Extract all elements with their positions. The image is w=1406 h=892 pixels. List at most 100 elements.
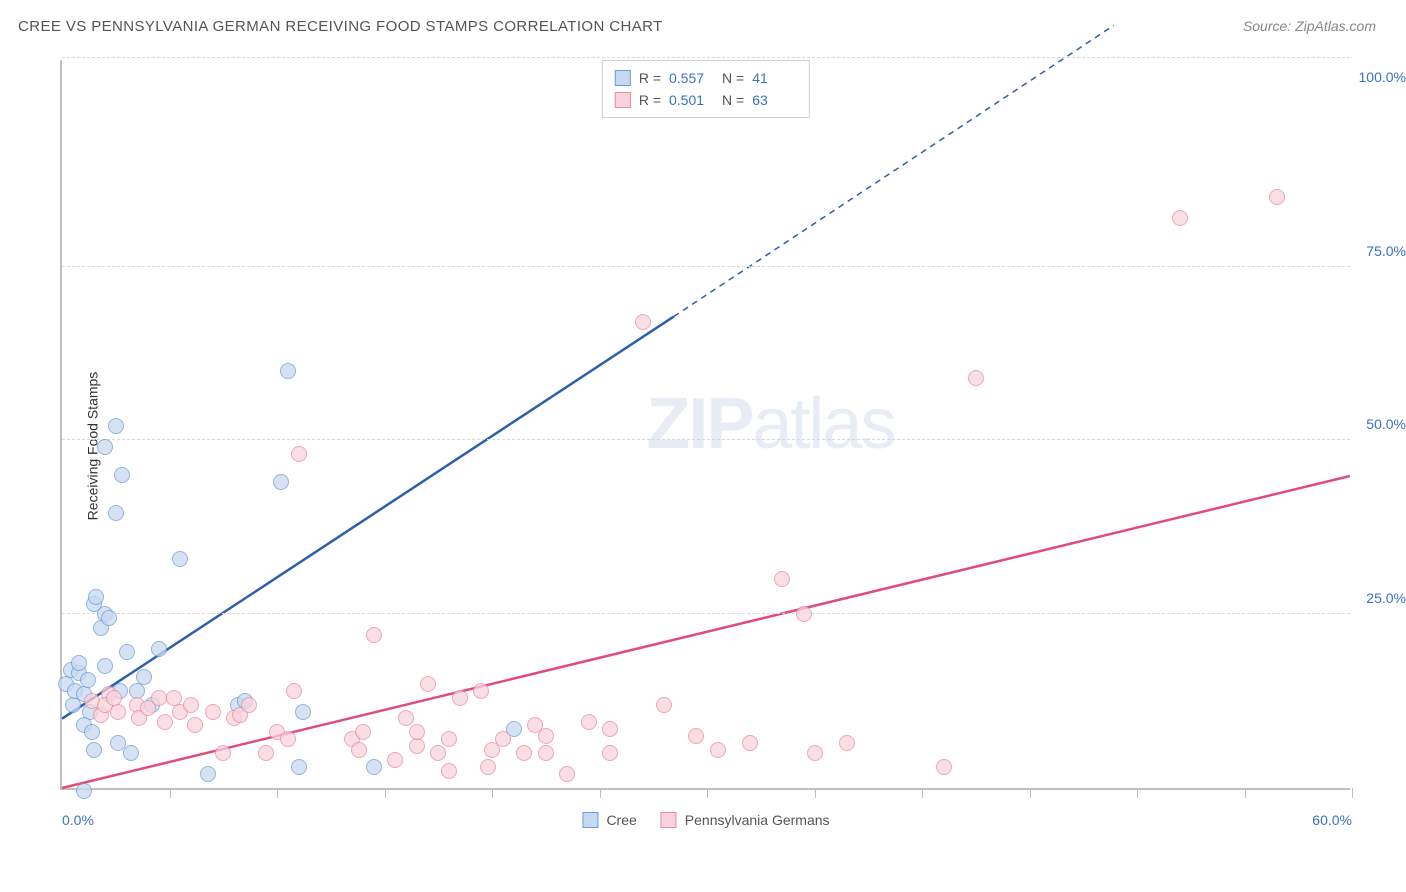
x-tick [1352,788,1353,798]
data-point-pg [495,731,511,747]
data-point-pg [656,697,672,713]
data-point-pg [106,690,122,706]
x-tick [277,788,278,798]
data-point-cree [119,644,135,660]
data-point-pg [215,745,231,761]
data-point-pg [151,690,167,706]
data-point-cree [80,672,96,688]
data-point-cree [136,669,152,685]
data-point-pg [420,676,436,692]
swatch-pg-icon [661,812,677,828]
data-point-cree [101,610,117,626]
data-point-pg [205,704,221,720]
data-point-pg [166,690,182,706]
data-point-cree [97,658,113,674]
scatter-plot-area: ZIPatlas R = 0.557 N = 41 R = 0.501 N = … [60,60,1350,790]
data-point-pg [968,370,984,386]
gridline [62,266,1350,267]
data-point-cree [108,418,124,434]
legend-item-cree: Cree [582,812,636,828]
data-point-pg [796,606,812,622]
x-tick [1030,788,1031,798]
data-point-pg [602,745,618,761]
data-point-pg [187,717,203,733]
legend-item-pg: Pennsylvania Germans [661,812,830,828]
legend-label: Cree [606,812,636,828]
data-point-cree [84,724,100,740]
x-tick [1245,788,1246,798]
data-point-pg [1269,189,1285,205]
data-point-cree [76,783,92,799]
swatch-pg-icon [615,92,631,108]
data-point-cree [88,589,104,605]
data-point-cree [151,641,167,657]
swatch-cree-icon [615,70,631,86]
data-point-cree [97,439,113,455]
data-point-cree [273,474,289,490]
x-tick [170,788,171,798]
data-point-pg [398,710,414,726]
data-point-cree [200,766,216,782]
watermark: ZIPatlas [646,383,894,465]
data-point-pg [183,697,199,713]
swatch-cree-icon [582,812,598,828]
data-point-pg [409,724,425,740]
data-point-cree [123,745,139,761]
x-tick-label: 0.0% [62,812,94,828]
data-point-pg [559,766,575,782]
data-point-pg [441,763,457,779]
data-point-pg [452,690,468,706]
data-point-cree [172,551,188,567]
legend: Cree Pennsylvania Germans [582,812,829,828]
chart-title: CREE VS PENNSYLVANIA GERMAN RECEIVING FO… [18,18,663,35]
stats-row-cree: R = 0.557 N = 41 [615,67,797,89]
data-point-pg [387,752,403,768]
data-point-pg [688,728,704,744]
x-tick [600,788,601,798]
gridline [62,439,1350,440]
y-tick-label: 50.0% [1366,416,1406,432]
data-point-cree [291,759,307,775]
data-point-cree [114,467,130,483]
data-point-cree [86,742,102,758]
data-point-cree [108,505,124,521]
data-point-pg [157,714,173,730]
stats-row-pg: R = 0.501 N = 63 [615,89,797,111]
data-point-pg [291,446,307,462]
x-tick [815,788,816,798]
data-point-cree [366,759,382,775]
data-point-pg [241,697,257,713]
data-point-pg [839,735,855,751]
data-point-pg [110,704,126,720]
data-point-cree [71,655,87,671]
x-tick [1137,788,1138,798]
data-point-pg [742,735,758,751]
data-point-pg [430,745,446,761]
y-tick-label: 100.0% [1359,69,1406,85]
source-attribution: Source: ZipAtlas.com [1243,18,1376,35]
correlation-stats-box: R = 0.557 N = 41 R = 0.501 N = 63 [602,60,810,118]
data-point-cree [295,704,311,720]
data-point-pg [286,683,302,699]
data-point-pg [480,759,496,775]
data-point-pg [366,627,382,643]
data-point-pg [774,571,790,587]
data-point-pg [355,724,371,740]
x-tick-label: 60.0% [1312,812,1352,828]
data-point-pg [602,721,618,737]
regression-lines [62,60,1350,788]
gridline [62,57,1350,58]
data-point-pg [807,745,823,761]
data-point-pg [581,714,597,730]
data-point-pg [258,745,274,761]
data-point-pg [473,683,489,699]
y-tick-label: 25.0% [1366,590,1406,606]
x-tick [922,788,923,798]
data-point-pg [538,745,554,761]
x-tick [385,788,386,798]
data-point-pg [516,745,532,761]
data-point-pg [538,728,554,744]
data-point-pg [710,742,726,758]
data-point-cree [280,363,296,379]
data-point-pg [1172,210,1188,226]
